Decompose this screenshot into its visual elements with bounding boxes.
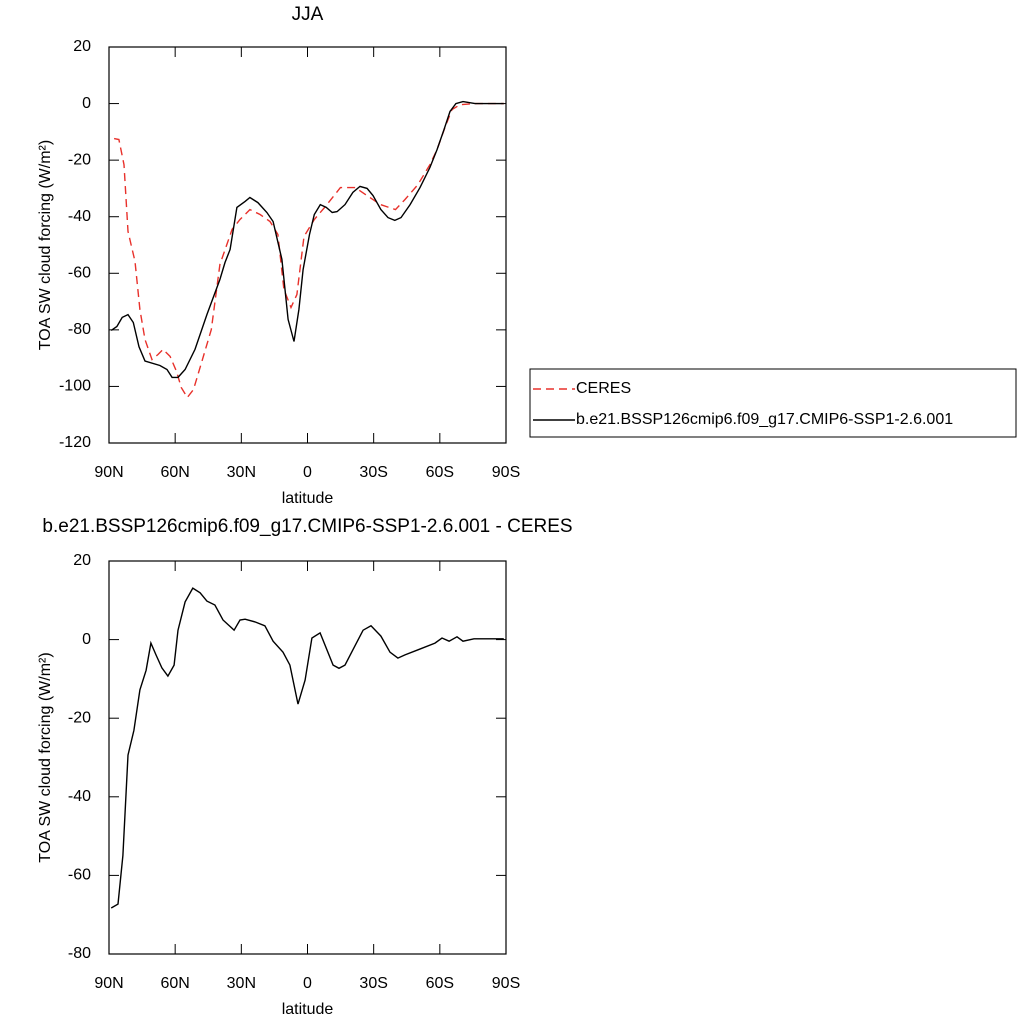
y-tick-label: 0 [82, 95, 91, 112]
x-tick-label: 90S [492, 464, 520, 481]
y-tick-label: -100 [59, 378, 91, 395]
y-axis-label: TOA SW cloud forcing (W/m²) [37, 652, 54, 862]
x-axis-label: latitude [282, 1001, 334, 1018]
data-line [110, 587, 504, 909]
y-tick-label: -80 [68, 321, 91, 338]
plot-frame [108, 46, 507, 444]
y-tick-label: -40 [68, 208, 91, 225]
x-tick-label: 30S [359, 975, 387, 992]
y-tick-label: 20 [73, 38, 91, 55]
x-tick-label: 90N [94, 464, 123, 481]
y-tick-label: -20 [68, 151, 91, 168]
x-tick-label: 30N [227, 464, 256, 481]
x-tick-label: 0 [303, 464, 312, 481]
legend-label: b.e21.BSSP126cmip6.f09_g17.CMIP6-SSP1-2.… [576, 411, 953, 428]
y-tick-label: 20 [73, 552, 91, 569]
x-tick-label: 0 [303, 975, 312, 992]
chart-title: b.e21.BSSP126cmip6.f09_g17.CMIP6-SSP1-2.… [42, 516, 572, 537]
x-tick-label: 60S [426, 975, 454, 992]
y-tick-label: -20 [68, 709, 91, 726]
plot-frame [108, 560, 507, 955]
y-axis-label: TOA SW cloud forcing (W/m²) [37, 140, 54, 350]
chart-title: JJA [292, 4, 324, 25]
legend-box [529, 368, 1017, 438]
x-tick-label: 60N [160, 975, 189, 992]
y-tick-label: -60 [68, 867, 91, 884]
x-tick-label: 30N [227, 975, 256, 992]
x-tick-label: 30S [359, 464, 387, 481]
data-line [110, 100, 504, 379]
x-tick-label: 60N [160, 464, 189, 481]
y-tick-label: -120 [59, 434, 91, 451]
x-axis-label: latitude [282, 490, 334, 507]
y-tick-label: -80 [68, 945, 91, 962]
y-tick-label: -60 [68, 265, 91, 282]
x-tick-label: 60S [426, 464, 454, 481]
data-line [113, 102, 504, 399]
y-tick-label: 0 [82, 631, 91, 648]
x-tick-label: 90N [94, 975, 123, 992]
legend-label: CERES [576, 380, 631, 397]
y-tick-label: -40 [68, 788, 91, 805]
x-tick-label: 90S [492, 975, 520, 992]
